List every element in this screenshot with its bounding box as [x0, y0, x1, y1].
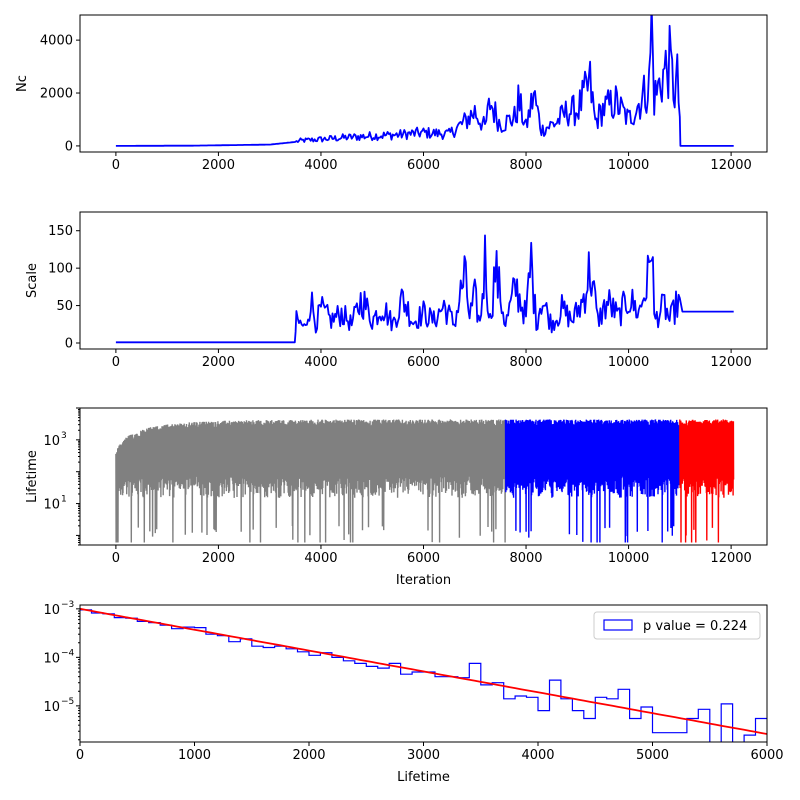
legend-box [593, 611, 761, 640]
x-tick-label: 4000 [304, 158, 337, 173]
x-axis-title: Iteration [396, 573, 451, 588]
lifetime-series-0 [115, 419, 507, 543]
y-tick-label: 10 [43, 603, 60, 618]
x-tick-label: 2000 [202, 551, 235, 566]
legend-swatch [603, 619, 633, 631]
x-tick-label: 5000 [636, 748, 669, 763]
y-axis-title: Scale [25, 263, 40, 298]
x-tick-label: 8000 [509, 158, 542, 173]
x-tick-label: 4000 [521, 748, 554, 763]
y-tick-label: 10 [43, 434, 60, 449]
y-tick-label: 100 [48, 262, 73, 277]
y-tick-label: 10 [43, 651, 60, 666]
y-tick-label: 2000 [40, 87, 73, 102]
lifetime-series-1 [504, 419, 681, 543]
x-tick-label: 10000 [608, 158, 649, 173]
fit-line [80, 607, 767, 735]
x-tick-label: 2000 [292, 748, 325, 763]
y-tick-label: 50 [56, 299, 73, 314]
y-tick-exponent: −4 [61, 648, 75, 658]
x-tick-label: 4000 [304, 551, 337, 566]
plot-area [115, 419, 735, 543]
x-tick-label: 0 [112, 158, 120, 173]
x-tick-label: 6000 [407, 355, 440, 370]
x-tick-label: 10000 [608, 355, 649, 370]
scale-panel: 0 2000 4000 6000 8000 10000 12000 0 50 100 150 Scal… [25, 211, 768, 370]
x-tick-label: 3000 [407, 748, 440, 763]
y-tick-label: 0 [65, 337, 73, 352]
x-tick-label: 8000 [509, 355, 542, 370]
y-tick-exponent: −3 [61, 600, 74, 610]
y-tick-exponent: 3 [61, 431, 67, 441]
nc-panel: 0 2000 4000 6000 8000 10000 12000 0 2000 4000 Nc [15, 14, 768, 173]
series-line-0 [115, 234, 734, 344]
y-tick-exponent: 1 [61, 495, 67, 505]
x-tick-label: 4000 [304, 355, 337, 370]
y-tick-label: 0 [65, 139, 73, 154]
plot-area [115, 15, 734, 147]
x-tick-label: 12000 [710, 355, 751, 370]
y-tick-label: 10 [43, 498, 60, 513]
x-tick-label: 6000 [407, 158, 440, 173]
x-tick-label: 0 [112, 551, 120, 566]
lifetime-series-2 [679, 419, 735, 543]
x-tick-label: 6000 [750, 748, 783, 763]
x-tick-label: 12000 [710, 158, 751, 173]
y-axis-title: Lifetime [25, 450, 40, 503]
legend-label: p value = 0.224 [643, 619, 747, 634]
plot-area [115, 234, 734, 344]
x-tick-label: 8000 [509, 551, 542, 566]
x-tick-label: 12000 [710, 551, 751, 566]
legend: p value = 0.224 [593, 611, 761, 640]
x-tick-label: 2000 [202, 158, 235, 173]
y-tick-exponent: −5 [61, 697, 74, 707]
plot-area [80, 607, 767, 742]
histogram-steps [80, 609, 767, 742]
x-tick-label: 0 [76, 748, 84, 763]
axes-frame [79, 14, 768, 153]
x-tick-label: 2000 [202, 355, 235, 370]
x-tick-label: 0 [112, 355, 120, 370]
y-tick-label: 4000 [40, 34, 73, 49]
y-axis-title: Nc [15, 75, 30, 92]
x-tick-label: 1000 [178, 748, 211, 763]
x-tick-label: 6000 [407, 551, 440, 566]
x-tick-label: 10000 [608, 551, 649, 566]
y-tick-label: 150 [48, 224, 73, 239]
x-axis-title: Lifetime [397, 770, 450, 785]
series-line-0 [115, 15, 734, 147]
axes-frame [79, 211, 768, 350]
y-tick-label: 10 [43, 700, 60, 715]
